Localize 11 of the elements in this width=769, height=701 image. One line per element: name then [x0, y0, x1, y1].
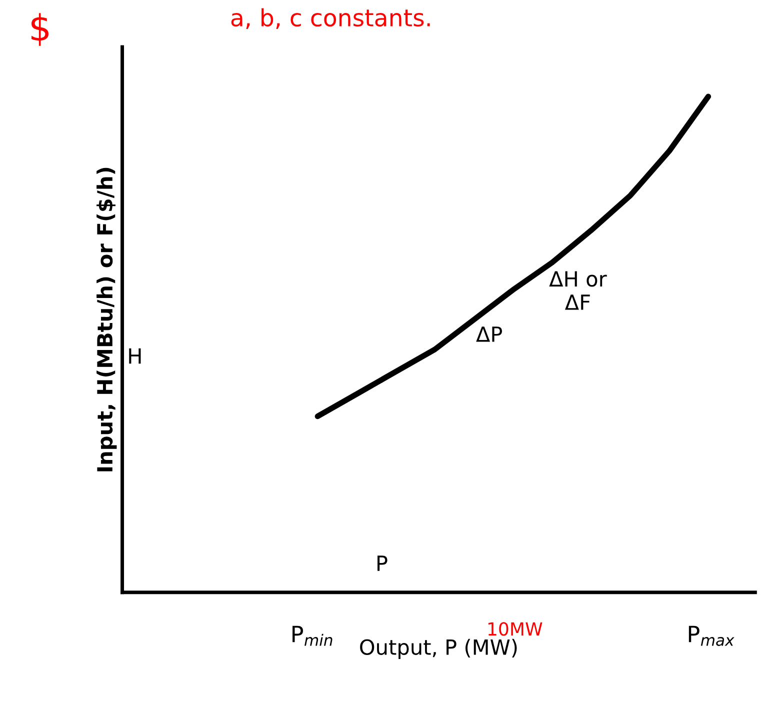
annotation: ΔH or ΔF: [549, 271, 607, 310]
text: a, b, c constants.: [231, 8, 430, 29]
annotation: H: [129, 348, 141, 364]
text: P$_{min}$: [292, 626, 332, 646]
y-axis-title: Input, H(MBtu/h) or F($/h): [96, 168, 117, 472]
text: $: [32, 13, 48, 46]
text: P$_{max}$: [688, 626, 734, 646]
text: 10MW: [488, 622, 542, 636]
x-axis-title: Output, P (MW): [360, 638, 517, 660]
annotation: P: [378, 556, 388, 571]
annotation: ΔP: [476, 326, 502, 342]
